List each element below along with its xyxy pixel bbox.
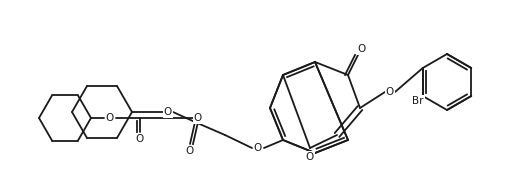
- Text: O: O: [164, 107, 172, 117]
- Text: O: O: [306, 152, 314, 162]
- Text: O: O: [386, 87, 394, 97]
- Text: O: O: [194, 113, 202, 123]
- Text: O: O: [358, 44, 366, 54]
- Text: O: O: [136, 134, 144, 144]
- Text: O: O: [186, 146, 194, 156]
- Text: O: O: [254, 143, 262, 153]
- Text: Br: Br: [412, 96, 423, 106]
- Text: O: O: [106, 113, 114, 123]
